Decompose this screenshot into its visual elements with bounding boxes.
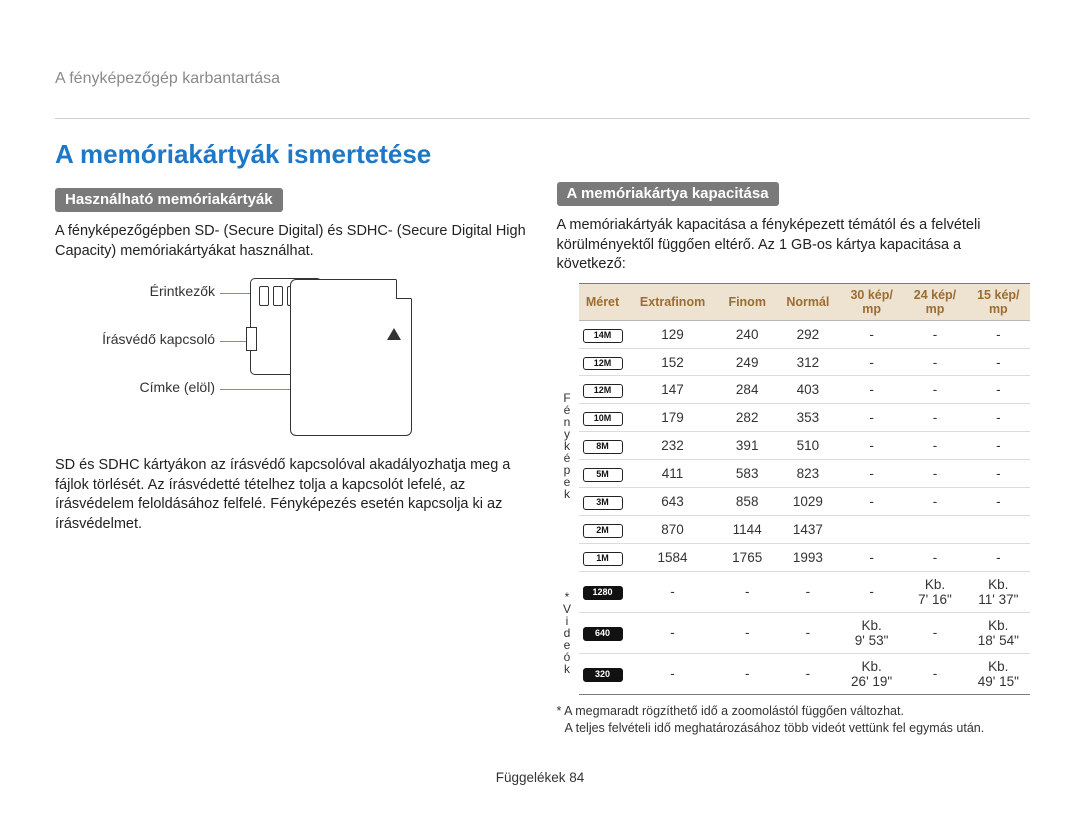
th-size: Méret	[579, 283, 627, 320]
th-30: 30 kép/mp	[840, 283, 903, 320]
size-icon: 320	[583, 668, 623, 682]
table-row: 12M147284403---	[557, 376, 1031, 404]
size-icon: 640	[583, 627, 623, 641]
footnote-line-2: A teljes felvételi idő meghatározásához …	[557, 720, 1031, 737]
table-row: 3M6438581029---	[557, 488, 1031, 516]
table-header-row: Méret Extrafinom Finom Normál 30 kép/mp …	[557, 283, 1031, 320]
size-icon: 14M	[583, 329, 623, 343]
sd-switch-icon	[246, 327, 257, 351]
right-column: A memóriakártya kapacitása A memóriakárt…	[557, 139, 1031, 736]
footnote-line-1: * A megmaradt rögzíthető idő a zoomolást…	[557, 703, 1031, 720]
breadcrumb: A fényképezőgép karbantartása	[55, 70, 1030, 88]
footnote: * A megmaradt rögzíthető idő a zoomolást…	[557, 703, 1031, 737]
size-icon: 1M	[583, 552, 623, 566]
capacity-table: Méret Extrafinom Finom Normál 30 kép/mp …	[557, 283, 1031, 695]
th-norm: Normál	[776, 283, 840, 320]
size-icon: 1280	[583, 586, 623, 600]
sd-card-front	[290, 279, 412, 436]
section-heading-usable: Használható memóriakártyák	[55, 188, 283, 212]
rowgroup-videos: *Videók	[557, 571, 579, 694]
table-row: 640---Kb.9' 53"-Kb.18' 54"	[557, 612, 1031, 653]
diagram-label-front: Címke (elöl)	[65, 379, 215, 395]
size-icon: 10M	[583, 412, 623, 426]
table-row: 320---Kb.26' 19"-Kb.49' 15"	[557, 653, 1031, 694]
size-icon: 12M	[583, 384, 623, 398]
page-title: A memóriakártyák ismertetése	[55, 139, 529, 170]
th-finom: Finom	[719, 283, 776, 320]
table-row: 10M179282353---	[557, 404, 1031, 432]
usable-desc-2: SD és SDHC kártyákon az írásvédő kapcsol…	[55, 456, 529, 534]
rowgroup-photos: Fényképek	[557, 320, 579, 571]
table-row: 5M411583823---	[557, 460, 1031, 488]
th-24: 24 kép/mp	[903, 283, 966, 320]
size-icon: 8M	[583, 440, 623, 454]
table-row: 2M87011441437	[557, 515, 1031, 543]
capacity-intro: A memóriakártyák kapacitása a fényképeze…	[557, 216, 1031, 275]
section-heading-capacity: A memóriakártya kapacitása	[557, 182, 779, 206]
table-row: Fényképek14M129240292---	[557, 320, 1031, 348]
divider	[55, 118, 1030, 119]
size-icon: 12M	[583, 357, 623, 371]
sd-card-diagram: Érintkezők Írásvédő kapcsoló Címke (elöl…	[55, 271, 529, 446]
size-icon: 3M	[583, 496, 623, 510]
th-15: 15 kép/mp	[967, 283, 1030, 320]
page-footer: Függelékek 84	[0, 770, 1080, 785]
usable-desc-1: A fényképezőgépben SD- (Secure Digital) …	[55, 222, 529, 261]
table-row: *Videók1280----Kb.7' 16"Kb.11' 37"	[557, 571, 1031, 612]
left-column: A memóriakártyák ismertetése Használható…	[55, 139, 529, 736]
size-icon: 5M	[583, 468, 623, 482]
sd-arrow-icon	[387, 328, 401, 340]
th-extra: Extrafinom	[627, 283, 719, 320]
size-icon: 2M	[583, 524, 623, 538]
table-row: 8M232391510---	[557, 432, 1031, 460]
table-row: 12M152249312---	[557, 348, 1031, 376]
sd-notch-icon	[396, 279, 412, 299]
diagram-label-switch: Írásvédő kapcsoló	[65, 331, 215, 347]
table-row: 1M158417651993---	[557, 543, 1031, 571]
diagram-label-contacts: Érintkezők	[65, 283, 215, 299]
